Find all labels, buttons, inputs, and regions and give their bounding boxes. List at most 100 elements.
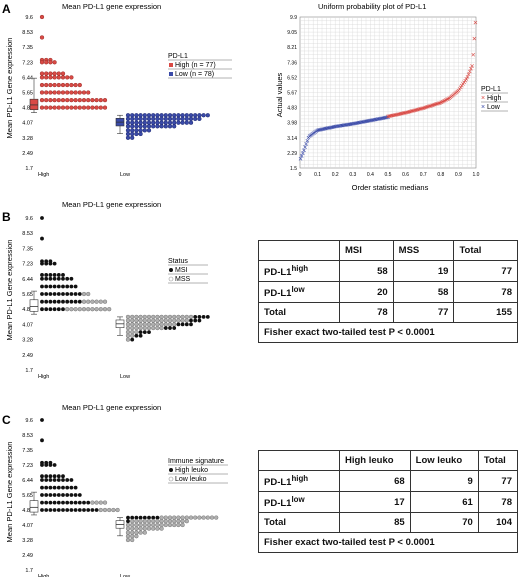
legend-b: Status MSI MSS	[168, 258, 208, 284]
data-point	[146, 519, 152, 524]
y-tick-label: 9.6	[25, 216, 33, 222]
panel-b-ylabel: Mean PD-L1 Gene expression	[5, 240, 14, 341]
data-point	[176, 322, 181, 327]
legend-qq-low-swatch: ×	[481, 104, 485, 111]
data-point	[115, 507, 120, 513]
y-tick-label: 1.7	[25, 568, 33, 574]
data-point	[69, 508, 74, 512]
data-point	[146, 116, 152, 122]
data-point	[163, 120, 168, 125]
data-point	[197, 116, 202, 122]
data-point	[48, 75, 53, 80]
data-point	[44, 493, 49, 497]
data-point	[52, 485, 57, 490]
data-point	[125, 337, 131, 342]
data-point	[437, 101, 441, 105]
data-point	[125, 128, 131, 133]
data-point	[155, 120, 160, 125]
data-point	[125, 530, 131, 535]
data-point	[125, 113, 131, 118]
data-point	[73, 284, 78, 289]
y-tick-label: 7.23	[22, 60, 33, 66]
data-point	[460, 83, 464, 88]
data-point	[65, 105, 70, 110]
data-point	[125, 318, 131, 323]
data-point	[73, 485, 78, 490]
data-point	[60, 82, 66, 88]
legend-qq-title: PD-L1	[481, 86, 501, 93]
data-point	[138, 530, 143, 535]
data-point	[69, 478, 74, 482]
panel-letter-a: A	[2, 2, 11, 16]
data-point	[40, 307, 44, 312]
data-point	[138, 318, 143, 323]
data-point	[102, 105, 108, 110]
data-point	[125, 135, 131, 140]
table-corner-cell	[258, 450, 340, 471]
data-point	[61, 485, 65, 490]
data-point	[134, 325, 139, 331]
data-point	[134, 519, 139, 524]
data-point	[130, 120, 135, 125]
data-point	[60, 90, 66, 95]
data-point	[39, 82, 45, 88]
data-point	[94, 508, 99, 512]
data-point	[410, 109, 414, 113]
data-point	[61, 500, 65, 505]
table-cell: 20	[339, 281, 394, 304]
data-point	[201, 113, 206, 118]
x-tick-label: 0.9	[455, 172, 462, 178]
x-tick-label: 0.8	[437, 172, 444, 178]
data-point	[40, 478, 44, 482]
data-point	[130, 530, 135, 535]
panel-b-title: Mean PD-L1 gene expression	[62, 200, 161, 209]
data-point	[163, 314, 168, 320]
data-point	[184, 116, 189, 122]
y-tick-label: 8.53	[22, 433, 33, 439]
y-tick-label: 7.23	[22, 463, 33, 469]
panel-c-ylabel: Mean PD-L1 Gene expression	[5, 442, 14, 543]
data-point	[73, 500, 78, 505]
data-point	[56, 284, 61, 289]
panel-letter-c: C	[2, 413, 11, 427]
data-point	[94, 299, 99, 304]
data-point	[167, 124, 173, 129]
data-point	[172, 124, 177, 129]
data-point	[125, 131, 131, 137]
data-point	[48, 90, 53, 95]
data-point	[111, 507, 116, 513]
legend-qq-high-label: High	[487, 95, 502, 102]
y-tick-label: 2.49	[22, 353, 33, 359]
data-point	[61, 307, 65, 312]
table-cell: 70	[409, 512, 479, 534]
data-point	[125, 329, 131, 335]
data-point	[167, 116, 173, 122]
data-point	[472, 36, 477, 41]
x-tick-label: 1.0	[473, 172, 480, 178]
data-point	[159, 314, 164, 320]
table-header-row: MSI MSS Total	[258, 240, 518, 261]
data-point	[415, 107, 420, 112]
table-cell: 58	[339, 259, 394, 283]
data-point	[163, 322, 168, 327]
data-point	[163, 116, 168, 122]
box	[29, 500, 39, 513]
data-point	[412, 108, 416, 113]
data-point	[40, 276, 44, 281]
data-point	[48, 485, 53, 490]
data-point	[48, 307, 53, 312]
data-point	[155, 522, 160, 528]
data-point	[65, 307, 70, 312]
data-point	[56, 307, 61, 312]
data-point	[40, 474, 44, 479]
data-point	[155, 314, 160, 320]
data-point	[65, 500, 70, 505]
data-point	[155, 116, 160, 122]
data-point	[193, 318, 198, 323]
x-tick-label: 0.3	[349, 172, 356, 178]
data-point	[77, 500, 82, 505]
data-point	[188, 120, 194, 125]
data-point	[142, 522, 147, 528]
data-point	[52, 71, 57, 76]
data-point	[56, 71, 61, 76]
